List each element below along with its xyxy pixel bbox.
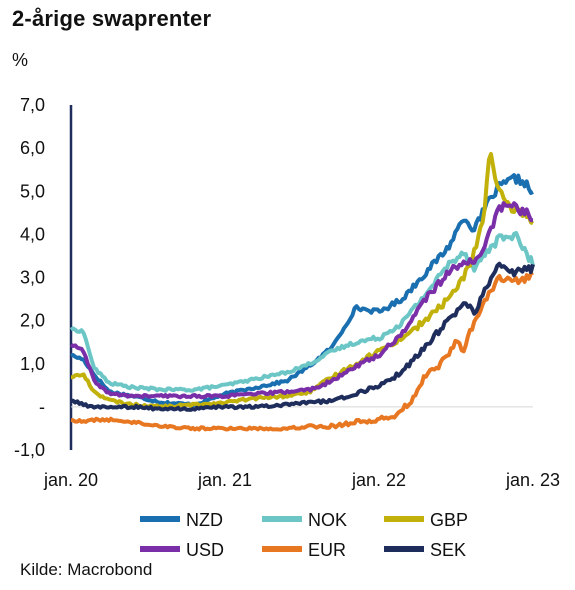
- legend-label-gbp: GBP: [430, 510, 468, 530]
- series-line-nzd: [70, 173, 534, 408]
- y-tick-label: 2,0: [20, 311, 45, 331]
- series-line-sek: [70, 261, 535, 412]
- y-unit-label: %: [12, 50, 29, 70]
- y-tick-label: 4,0: [20, 224, 45, 244]
- chart-title: 2-årige swaprenter: [12, 6, 212, 31]
- y-tick-label: 3,0: [20, 268, 45, 288]
- x-tick-label: jan. 23: [505, 470, 560, 490]
- y-tick-label: 7,0: [20, 95, 45, 115]
- series-line-usd: [69, 201, 534, 400]
- y-tick-label: 6,0: [20, 138, 45, 158]
- y-tick-label: 1,0: [20, 354, 45, 374]
- x-tick-label: jan. 22: [351, 470, 406, 490]
- legend-label-eur: EUR: [308, 540, 346, 560]
- chart-axes: 7,0 6,0 5,0 4,0 3,0 2,0 1,0 - -1,0 jan. 20 jan. 21…: [14, 95, 560, 490]
- legend-label-nok: NOK: [308, 510, 347, 530]
- series-lines: [69, 152, 535, 432]
- legend-label-sek: SEK: [430, 540, 466, 560]
- series-line-eur: [70, 270, 534, 432]
- legend-label-usd: USD: [186, 540, 224, 560]
- x-tick-label: jan. 20: [43, 470, 98, 490]
- y-tick-label: 5,0: [20, 181, 45, 201]
- legend: NZD NOK GBP USD EUR SEK: [140, 510, 468, 560]
- legend-label-nzd: NZD: [186, 510, 223, 530]
- y-tick-label: -1,0: [14, 440, 45, 460]
- y-tick-label: -: [39, 397, 45, 417]
- series-line-nok: [69, 231, 535, 393]
- x-tick-label: jan. 21: [197, 470, 252, 490]
- source-note: Kilde: Macrobond: [20, 560, 153, 579]
